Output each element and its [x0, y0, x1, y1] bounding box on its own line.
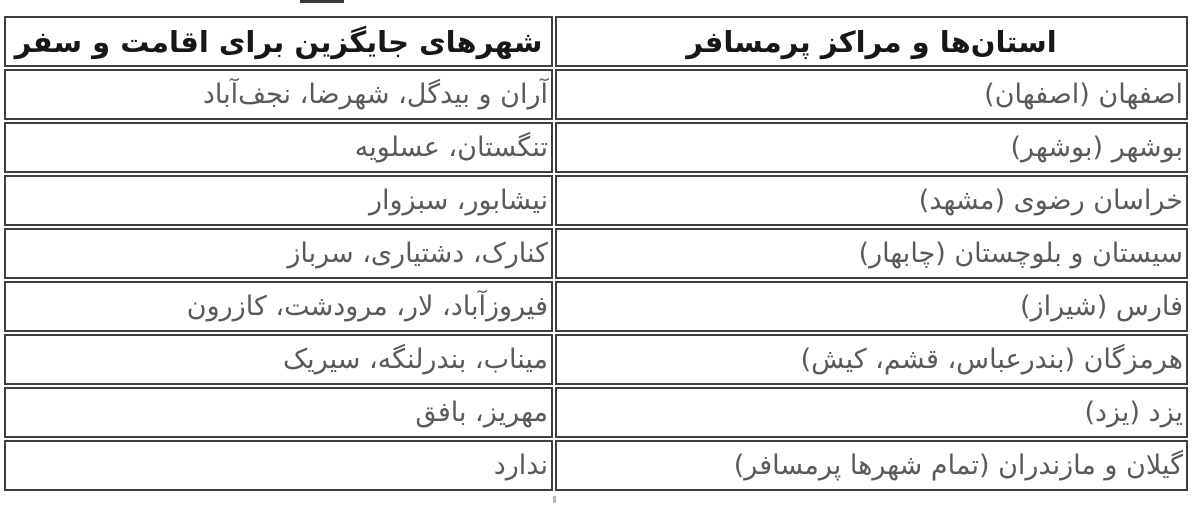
- table-row: اصفهان (اصفهان) آران و بیدگل، شهرضا، نجف…: [4, 69, 1188, 120]
- table-row: فارس (شیراز) فیروزآباد، لار، مرودشت، کاز…: [4, 281, 1188, 332]
- header-alternative-cities: شهرهای جایگزین برای اقامت و سفر: [4, 16, 553, 67]
- alternatives-cell: فیروزآباد، لار، مرودشت، کازرون: [4, 281, 553, 332]
- crop-artifact-line: [300, 0, 344, 3]
- province-cell: گیلان و مازندران (تمام شهرها پرمسافر): [555, 440, 1188, 491]
- table-row: گیلان و مازندران (تمام شهرها پرمسافر) ند…: [4, 440, 1188, 491]
- table-row: یزد (یزد) مهریز، بافق: [4, 387, 1188, 438]
- crop-artifact-stub: [553, 496, 556, 503]
- alternatives-cell: مهریز، بافق: [4, 387, 553, 438]
- alternatives-cell: تنگستان، عسلویه: [4, 122, 553, 173]
- header-provinces: استان‌ها و مراکز پرمسافر: [555, 16, 1188, 67]
- province-cell: هرمزگان (بندرعباس، قشم، کیش): [555, 334, 1188, 385]
- province-cell: اصفهان (اصفهان): [555, 69, 1188, 120]
- table-header-row: استان‌ها و مراکز پرمسافر شهرهای جایگزین …: [4, 16, 1188, 67]
- alternatives-cell: آران و بیدگل، شهرضا، نجف‌آباد: [4, 69, 553, 120]
- province-cell: خراسان رضوی (مشهد): [555, 175, 1188, 226]
- province-cell: سیستان و بلوچستان (چابهار): [555, 228, 1188, 279]
- alternatives-cell: میناب، بندرلنگه، سیریک: [4, 334, 553, 385]
- travel-table-container: استان‌ها و مراکز پرمسافر شهرهای جایگزین …: [2, 14, 1190, 493]
- alternatives-cell: نیشابور، سبزوار: [4, 175, 553, 226]
- table-row: بوشهر (بوشهر) تنگستان، عسلویه: [4, 122, 1188, 173]
- table-row: هرمزگان (بندرعباس، قشم، کیش) میناب، بندر…: [4, 334, 1188, 385]
- provinces-alternatives-table: استان‌ها و مراکز پرمسافر شهرهای جایگزین …: [2, 14, 1190, 493]
- alternatives-cell: کنارک، دشتیاری، سرباز: [4, 228, 553, 279]
- province-cell: بوشهر (بوشهر): [555, 122, 1188, 173]
- province-cell: یزد (یزد): [555, 387, 1188, 438]
- table-row: خراسان رضوی (مشهد) نیشابور، سبزوار: [4, 175, 1188, 226]
- alternatives-cell: ندارد: [4, 440, 553, 491]
- table-row: سیستان و بلوچستان (چابهار) کنارک، دشتیار…: [4, 228, 1188, 279]
- province-cell: فارس (شیراز): [555, 281, 1188, 332]
